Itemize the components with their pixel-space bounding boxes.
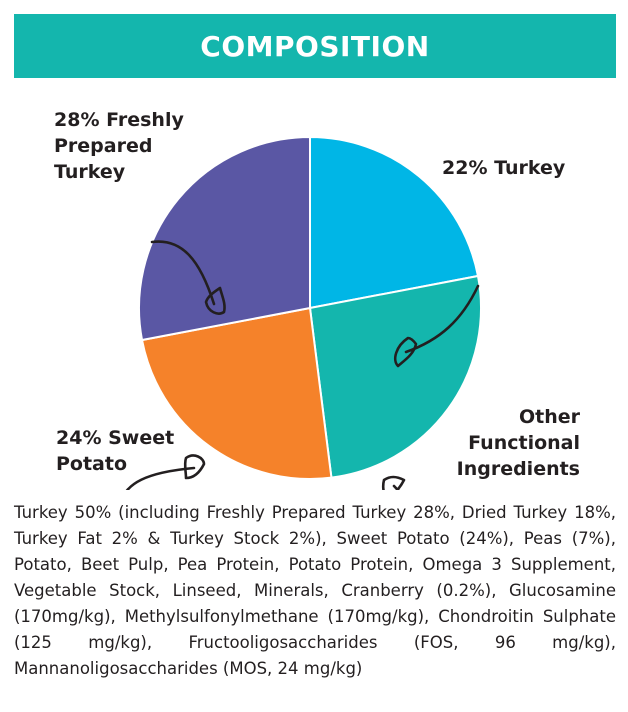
pie-slice-sweet-potato: [140, 306, 333, 480]
pie-slice-freshly-prepared-turkey: [138, 135, 311, 342]
arrow-other: [392, 484, 400, 490]
composition-banner: COMPOSITION: [14, 14, 616, 78]
label-fresh-turkey: 28% Freshly Prepared Turkey: [54, 109, 184, 183]
composition-pie-chart: [125, 135, 482, 490]
page-title: COMPOSITION: [200, 29, 430, 63]
label-other-ingredients: Other Functional Ingredients: [456, 406, 580, 480]
arrow-head-sweet-potato: [183, 454, 206, 480]
ingredients-text: Turkey 50% (including Freshly Prepared T…: [14, 503, 616, 678]
arrow-turkey: [404, 284, 480, 354]
arrow-head-turkey: [394, 336, 418, 368]
arrow-head-fresh-turkey: [204, 286, 226, 315]
label-turkey: 22% Turkey: [442, 157, 566, 179]
arrow-fresh-turkey: [150, 240, 216, 306]
pie-slice-turkey: [309, 135, 480, 310]
pie-slice-other-functional-ingredients: [308, 274, 482, 479]
arrow-head-other: [381, 475, 406, 490]
label-sweet-potato: 24% Sweet Potato: [56, 427, 175, 475]
arrow-sweet-potato: [125, 466, 196, 490]
